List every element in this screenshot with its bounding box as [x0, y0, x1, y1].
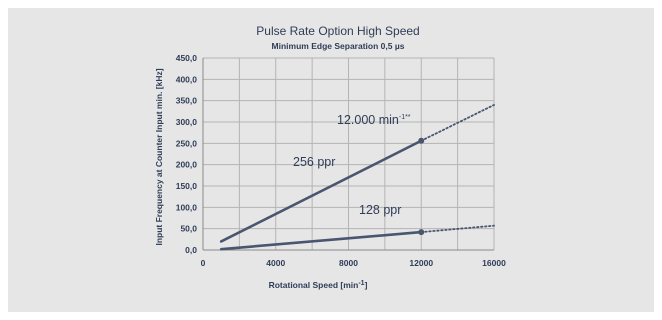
y-tick-label: 350,0: [176, 96, 198, 106]
series-line-solid-0: [219, 139, 423, 243]
x-tick-label: 0: [201, 258, 206, 268]
data-point-1: [418, 229, 425, 236]
x-tick-label: 8000: [339, 258, 358, 268]
x-axis-label-end: ]: [365, 280, 368, 290]
tick-labels: 0 4000 8000 12000 16000 0,0 50,0 100,0 150,0 200,…: [176, 53, 506, 268]
y-tick-label: 250,0: [176, 138, 198, 148]
y-tick-label: 150,0: [176, 181, 198, 191]
x-axis-label-main: Rotational Speed [min: [269, 280, 359, 290]
y-tick-label: 50,0: [180, 224, 197, 234]
x-tick-label: 4000: [266, 258, 285, 268]
series-label-128ppr: 128 ppr: [359, 203, 401, 217]
y-tick-label: 400,0: [176, 74, 198, 84]
y-tick-label: 450,0: [176, 53, 198, 63]
chart-title: Pulse Rate Option High Speed: [256, 24, 419, 38]
speed-limit-annotation: 12.000 min-1**: [337, 113, 411, 127]
series-line-dotted-1: [420, 224, 495, 233]
speed-limit-sup: -1**: [399, 114, 411, 121]
series-line-solid-1: [219, 230, 423, 251]
series-lines: [219, 104, 495, 251]
y-tick-label: 200,0: [176, 160, 198, 170]
series-label-256ppr: 256 ppr: [293, 155, 335, 169]
x-axis-label: Rotational Speed [min-1]: [269, 280, 368, 290]
x-tick-label: 12000: [409, 258, 433, 268]
y-tick-label: 0,0: [185, 245, 197, 255]
x-axis-label-sup: -1: [358, 280, 364, 287]
data-point-0: [418, 137, 425, 144]
y-tick-label: 100,0: [176, 202, 198, 212]
x-tick-label: 16000: [482, 258, 506, 268]
grid: [202, 57, 495, 251]
chart-subtitle: Minimum Edge Separation 0,5 µs: [272, 41, 405, 51]
series-line-dotted-0: [420, 104, 495, 142]
speed-limit-main: 12.000 min: [337, 113, 399, 127]
chart-panel: [8, 8, 654, 312]
y-tick-label: 300,0: [176, 117, 198, 127]
y-axis-label: Input Frequency at Counter Input min. [k…: [154, 68, 164, 245]
